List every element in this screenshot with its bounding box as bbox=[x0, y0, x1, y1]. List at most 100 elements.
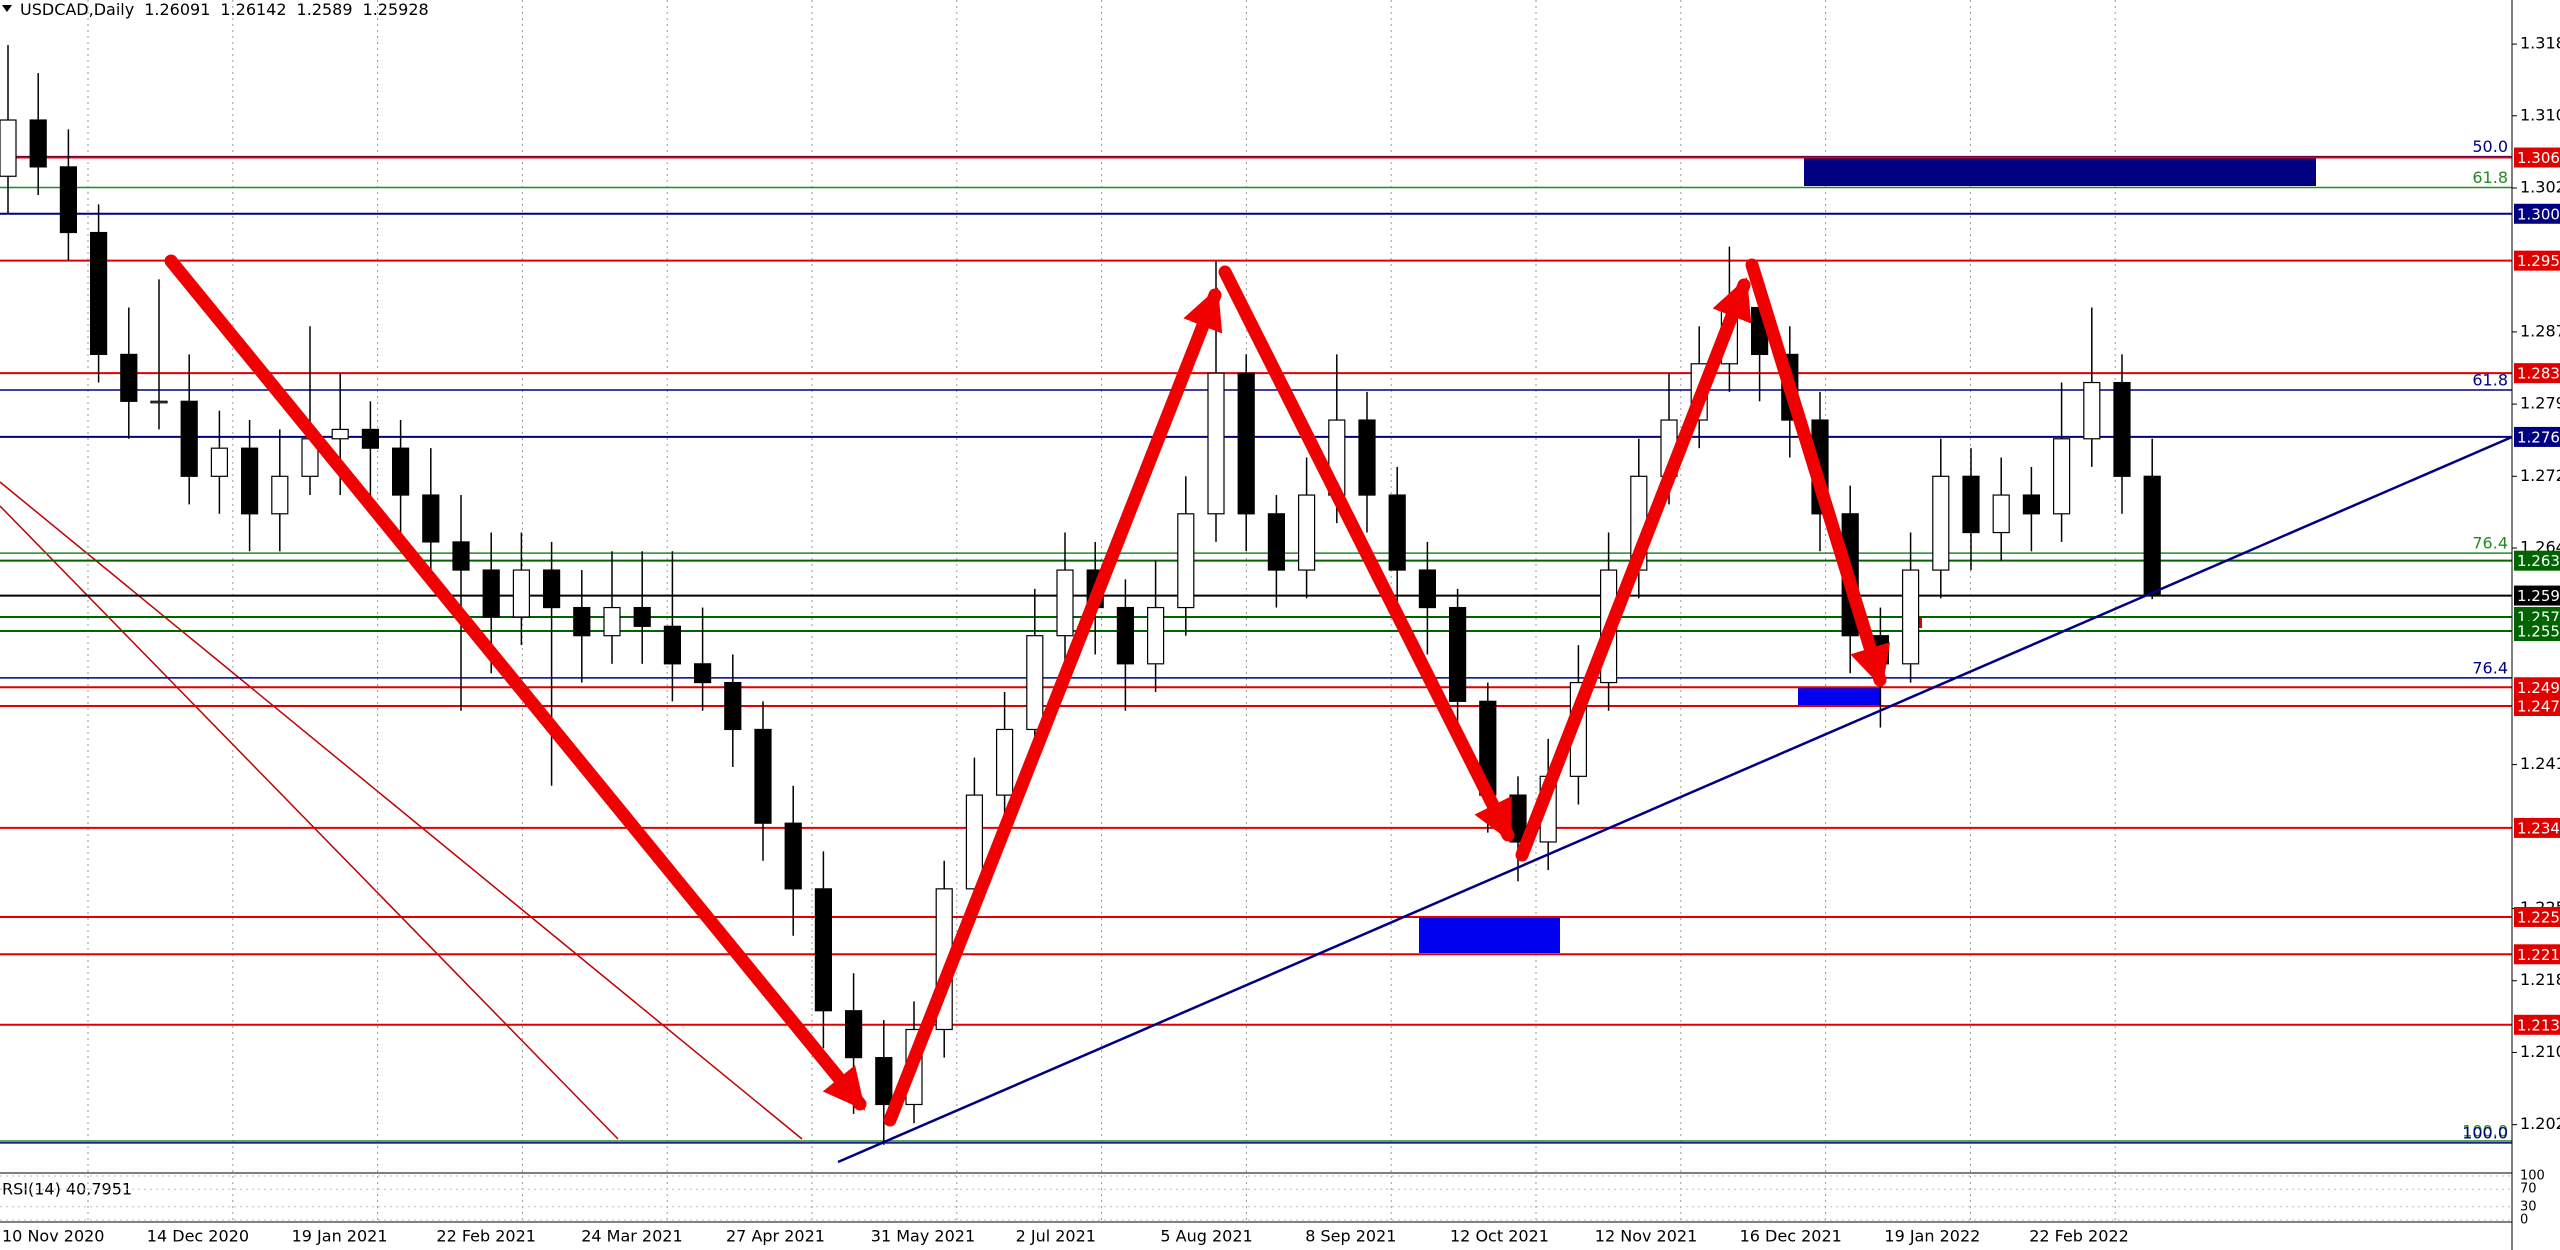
x-tick-label: 8 Sep 2021 bbox=[1305, 1227, 1396, 1246]
candle-body bbox=[120, 353, 138, 402]
y-tick-label: 1.31810 bbox=[2520, 34, 2560, 53]
quote: 1.26142 bbox=[220, 0, 286, 19]
fib-label: 76.4 bbox=[2472, 534, 2508, 553]
x-tick-label: 19 Jan 2021 bbox=[292, 1227, 388, 1246]
x-tick-label: 12 Oct 2021 bbox=[1450, 1227, 1549, 1246]
x-tick-label: 14 Dec 2020 bbox=[147, 1227, 249, 1246]
candle-body bbox=[1992, 494, 2010, 534]
zone-box bbox=[1419, 917, 1560, 953]
candle-body bbox=[995, 728, 1014, 796]
x-tick-label: 22 Feb 2021 bbox=[436, 1227, 536, 1246]
candle-body bbox=[392, 447, 410, 496]
candle-body bbox=[331, 428, 349, 440]
y-tick-label: 1.20285 bbox=[2520, 1114, 2560, 1133]
zone-box bbox=[1804, 157, 2316, 186]
fib-label: 100.0 bbox=[2462, 1123, 2508, 1142]
level-label: 1.22500 bbox=[2517, 908, 2560, 926]
menu-triangle bbox=[2, 5, 12, 12]
level-label-box bbox=[2514, 817, 2560, 838]
candle-body bbox=[875, 1057, 893, 1106]
wave-arrows bbox=[164, 254, 1891, 1127]
candle-body bbox=[814, 888, 833, 1012]
candle-body bbox=[452, 541, 470, 571]
rsi-tick-label: 0 bbox=[2520, 1213, 2528, 1228]
y-tick-label: 1.27970 bbox=[2520, 394, 2560, 413]
candle-body bbox=[1418, 569, 1437, 609]
candle-body bbox=[422, 494, 440, 543]
level-label-box bbox=[2514, 585, 2560, 606]
trend-line bbox=[837, 435, 2513, 1164]
level-label-box bbox=[2514, 550, 2560, 571]
x-tick-label: 5 Aug 2021 bbox=[1160, 1227, 1252, 1246]
fib-label: 100.0 bbox=[2462, 1122, 2508, 1141]
candle-body bbox=[1901, 569, 1920, 665]
candle-body bbox=[2113, 381, 2131, 477]
zone-box bbox=[1798, 687, 1881, 705]
level-label: 1.30000 bbox=[2517, 205, 2560, 223]
candle-body bbox=[1962, 475, 1980, 534]
candle-body bbox=[784, 822, 802, 890]
level-label: 1.23450 bbox=[2517, 819, 2560, 837]
level-label-box bbox=[2514, 147, 2560, 168]
level-label-box bbox=[2514, 696, 2560, 717]
arrow bbox=[1218, 265, 1515, 843]
candle-body bbox=[663, 625, 682, 665]
y-tick-label: 1.24125 bbox=[2520, 754, 2560, 773]
candle-body bbox=[2143, 475, 2161, 596]
level-label-box bbox=[2514, 203, 2560, 224]
x-tick-label: 31 May 2021 bbox=[871, 1227, 975, 1246]
channel-line bbox=[0, 505, 619, 1140]
level-label: 1.21350 bbox=[2517, 1016, 2560, 1034]
header: USDCAD,Daily 1.26091 1.26142 1.2589 1.25928 bbox=[20, 0, 429, 19]
level-label-box bbox=[2514, 250, 2560, 271]
arrow bbox=[883, 287, 1223, 1127]
candle-body bbox=[1297, 494, 1316, 571]
fib-label: 61.8 bbox=[2472, 168, 2508, 187]
fib-label: 76.4 bbox=[2472, 658, 2508, 677]
rsi-tick-label: 100 bbox=[2520, 1169, 2545, 1184]
price-axis: 1.31810 1.31045 1.30275 1.28740 1.27970 1.272… bbox=[2512, 34, 2560, 1133]
quote: 1.25928 bbox=[363, 0, 429, 19]
level-label-box bbox=[2514, 621, 2560, 642]
candle-body bbox=[1146, 606, 1165, 665]
rsi-tick-label: 30 bbox=[2520, 1199, 2537, 1214]
y-tick-label: 1.21820 bbox=[2520, 970, 2560, 989]
candle-body bbox=[1388, 494, 1406, 571]
level-label: 1.22102 bbox=[2517, 946, 2560, 964]
level-label-box bbox=[2514, 677, 2560, 698]
level-label: 1.26300 bbox=[2517, 552, 2560, 570]
candle-body bbox=[1237, 372, 1255, 515]
x-tick-label: 24 Mar 2021 bbox=[581, 1227, 682, 1246]
level-label: 1.29500 bbox=[2517, 252, 2560, 270]
candle-body bbox=[754, 728, 772, 824]
candle-body bbox=[180, 400, 198, 477]
level-label: 1.30600 bbox=[2517, 149, 2560, 167]
arrow bbox=[1515, 277, 1752, 862]
candle-body bbox=[1358, 419, 1376, 496]
level-label-box bbox=[2514, 1014, 2560, 1035]
y-tick-label: 1.21055 bbox=[2520, 1042, 2560, 1061]
y-tick-label: 1.27200 bbox=[2520, 466, 2560, 485]
x-tick-label: 16 Dec 2021 bbox=[1740, 1227, 1842, 1246]
candle-body bbox=[361, 428, 379, 449]
candle-body bbox=[693, 663, 712, 684]
level-label: 1.25928 bbox=[2517, 587, 2560, 605]
x-tick-label: 27 Apr 2021 bbox=[726, 1227, 825, 1246]
date-axis: 10 Nov 2020 14 Dec 2020 19 Jan 2021 22 Feb … bbox=[2, 1227, 2129, 1246]
candle-body bbox=[150, 400, 168, 404]
arrow bbox=[1745, 258, 1891, 688]
symbol: USDCAD,Daily bbox=[20, 0, 134, 19]
candle-body bbox=[724, 681, 742, 731]
candle-body bbox=[1932, 475, 1950, 571]
rsi-tick-label: 70 bbox=[2520, 1182, 2537, 1197]
candle-body bbox=[59, 166, 78, 234]
level-label: 1.28300 bbox=[2517, 365, 2560, 383]
x-tick-label: 22 Feb 2022 bbox=[2029, 1227, 2129, 1246]
candle-body bbox=[603, 606, 621, 637]
candle-body bbox=[844, 1010, 863, 1059]
level-label-box bbox=[2514, 944, 2560, 965]
